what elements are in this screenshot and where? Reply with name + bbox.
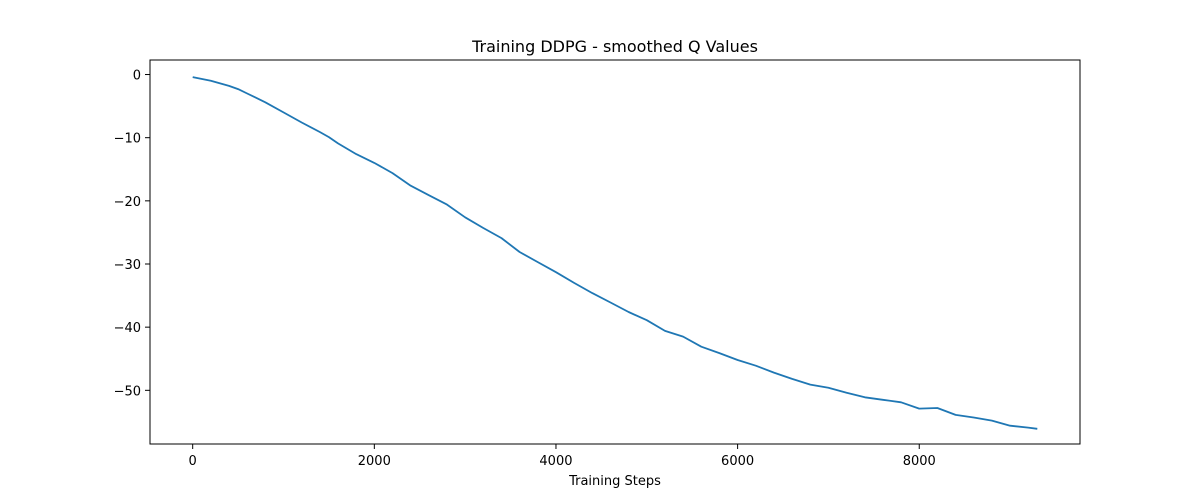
x-tick-label: 0 (189, 454, 197, 469)
y-tick-label: −50 (114, 384, 141, 399)
plot-area (192, 76, 1038, 430)
x-tick-label: 4000 (539, 454, 572, 469)
y-tick-label: −10 (114, 132, 141, 147)
y-axis: 0 −10 −20 −30 −40 −50 (114, 69, 150, 399)
y-tick-label: 0 (133, 69, 141, 84)
q-value-line (192, 76, 1038, 430)
chart-title: Training DDPG - smoothed Q Values (471, 37, 758, 56)
y-tick-label: −30 (114, 258, 141, 273)
plot-frame (149, 59, 1081, 445)
y-tick-label: −40 (114, 321, 141, 336)
x-tick-label: 8000 (903, 454, 936, 469)
x-axis-label: Training Steps (568, 474, 661, 489)
x-axis: 0 2000 4000 6000 8000 (189, 444, 936, 469)
y-tick-label: −20 (114, 195, 141, 210)
x-tick-label: 2000 (358, 454, 391, 469)
x-tick-label: 6000 (721, 454, 754, 469)
